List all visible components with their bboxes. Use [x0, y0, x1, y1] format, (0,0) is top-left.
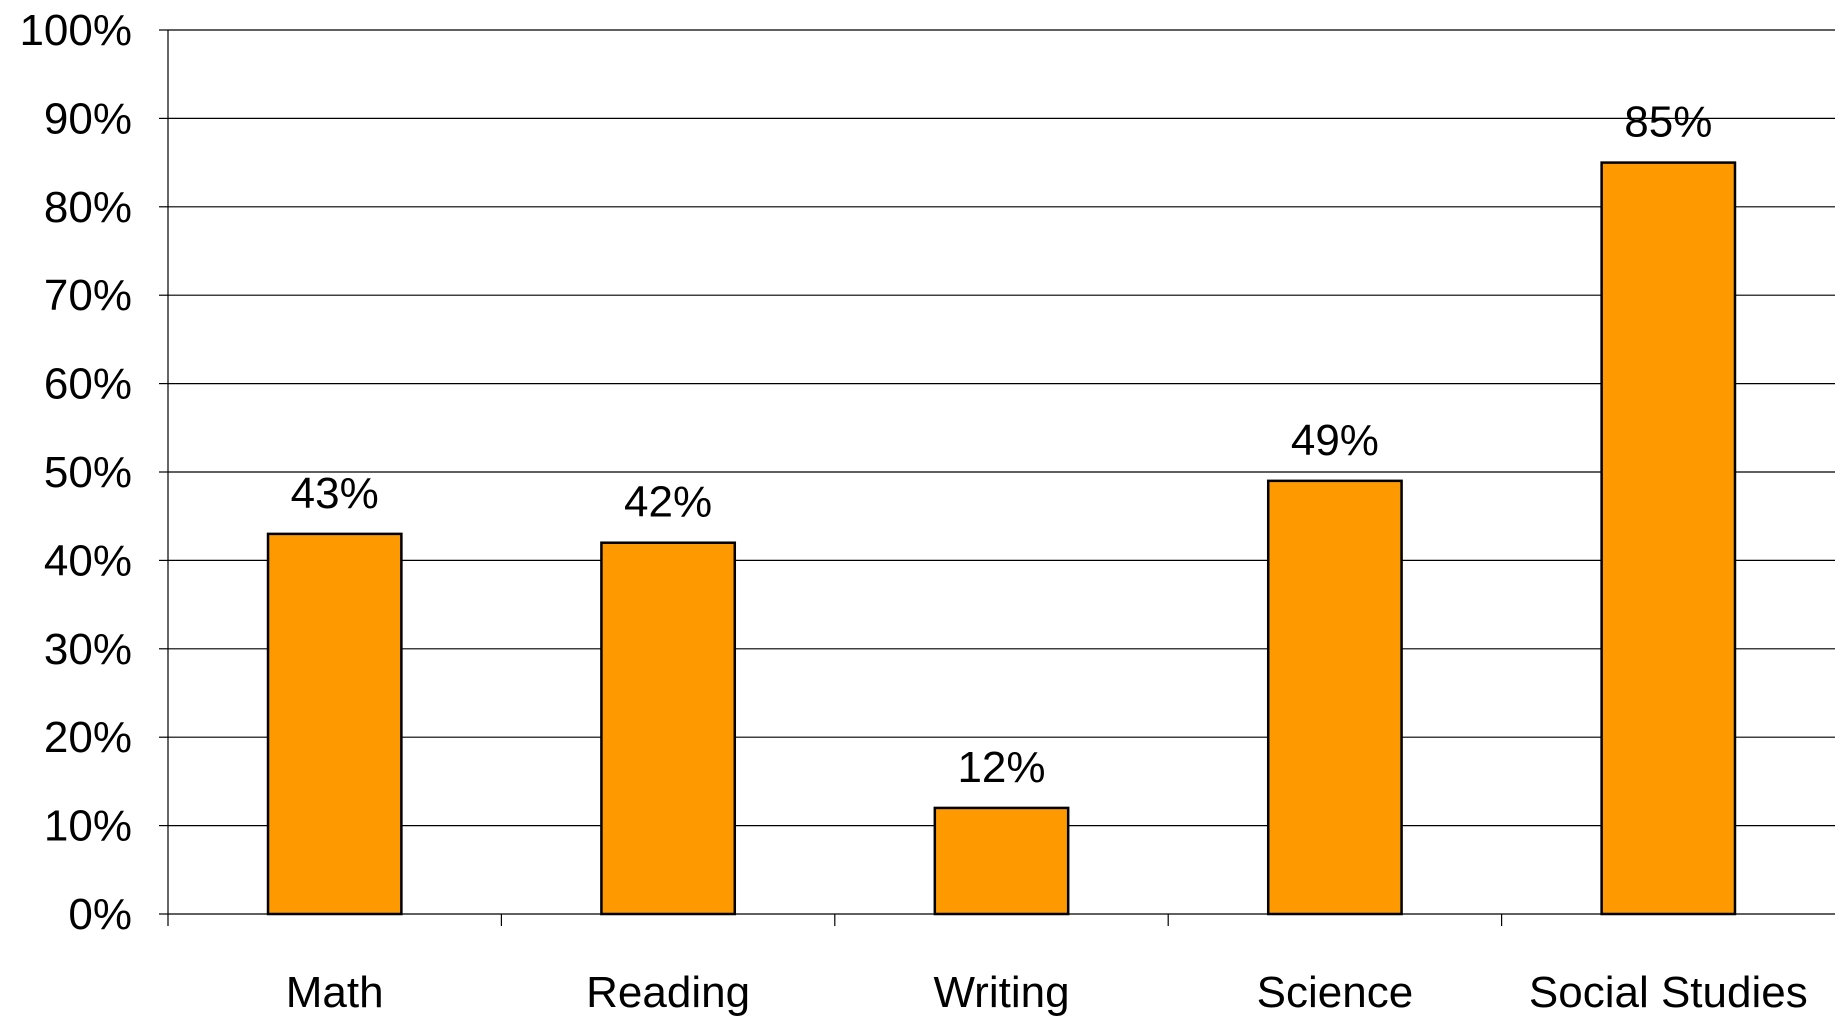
y-tick-label: 10% — [44, 802, 132, 851]
bar-writing — [933, 806, 1070, 916]
gridlines — [168, 29, 1835, 827]
y-tick-label: 30% — [44, 625, 132, 674]
y-tick-label: 20% — [44, 713, 132, 762]
x-tick-label: Reading — [586, 968, 750, 1017]
y-tick-label: 80% — [44, 183, 132, 232]
data-label: 49% — [1291, 416, 1379, 465]
bar-math — [266, 532, 403, 916]
y-tick-label: 90% — [44, 94, 132, 143]
bars — [266, 161, 1737, 916]
y-tick-label: 40% — [44, 536, 132, 585]
y-tick-label: 0% — [68, 890, 132, 939]
bar-science — [1266, 479, 1403, 916]
x-tick-label: Writing — [933, 968, 1069, 1017]
y-tick-label: 100% — [19, 6, 132, 55]
x-tick-label: Math — [286, 968, 384, 1017]
data-label: 43% — [291, 469, 379, 518]
y-tick-label: 50% — [44, 448, 132, 497]
data-label: 12% — [957, 743, 1045, 792]
x-tick-label: Science — [1257, 968, 1414, 1017]
x-tick-label: Social Studies — [1529, 968, 1808, 1017]
bar-reading — [600, 541, 737, 916]
y-tick-label: 60% — [44, 360, 132, 409]
x-axis-tick-labels: Math Reading Writing Science Social Studies — [286, 968, 1808, 1017]
y-axis-tick-labels: 0% 10% 20% 30% 40% 50% 60% 70% 80% 90% 100% — [19, 6, 132, 939]
data-label: 85% — [1624, 98, 1712, 147]
y-tick-label: 70% — [44, 271, 132, 320]
data-label: 42% — [624, 478, 712, 527]
data-labels: 43% 42% 12% 49% 85% — [291, 98, 1713, 792]
bar-social-studies — [1600, 161, 1737, 916]
